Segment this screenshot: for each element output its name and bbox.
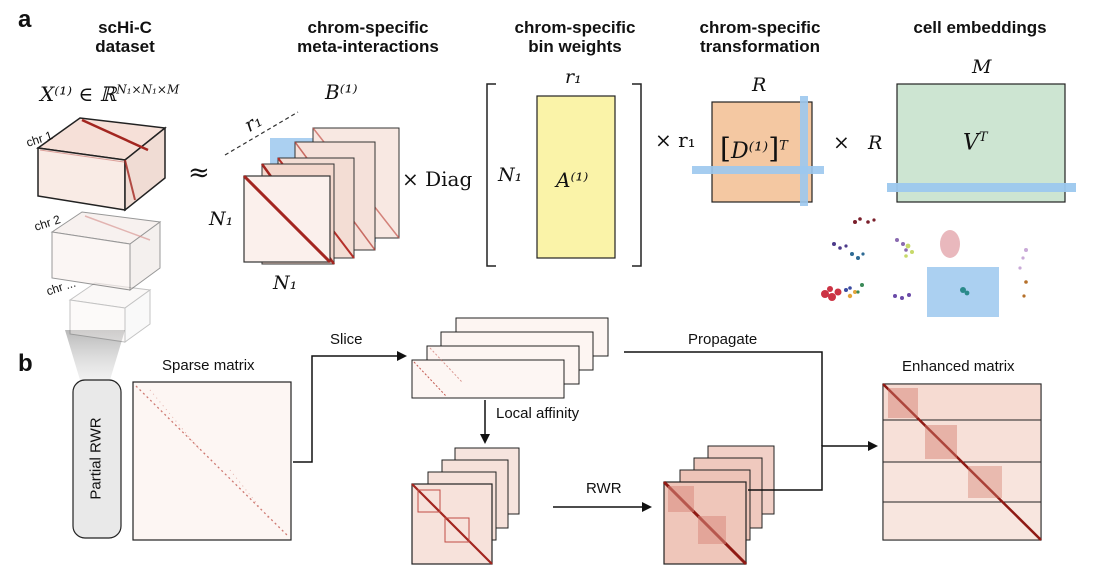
slice-label: Slice — [330, 331, 363, 348]
r1-dashed-line — [224, 111, 299, 156]
D-matrix — [711, 101, 813, 203]
R-label-D: R — [752, 74, 767, 96]
header-meta-line2: meta-interactions — [297, 37, 439, 56]
r1-label-A: r₁ — [565, 66, 582, 88]
enhanced-matrix-label: Enhanced matrix — [902, 358, 1015, 375]
panel-a-letter: a — [18, 6, 32, 33]
header-embeddings: cell embeddings — [880, 18, 1080, 37]
V-label: VT — [963, 130, 988, 155]
tensor-label: X⁽¹⁾ ∈ ℝN₁×N₁×M — [40, 82, 179, 106]
header-dataset-line2: dataset — [95, 37, 155, 56]
meta-interaction-stack — [224, 111, 400, 265]
times-diag: × Diag — [402, 167, 473, 191]
N1-label-bottom: N₁ — [273, 272, 298, 294]
A-label: A⁽¹⁾ — [556, 168, 589, 192]
R-label-V: R — [868, 132, 883, 154]
arrow-propagate — [624, 351, 823, 446]
header-dataset: scHi-C dataset — [70, 18, 180, 56]
M-label: M — [972, 56, 992, 78]
D-bracket-close: ] — [768, 132, 780, 165]
tensor-stack — [36, 117, 167, 380]
rwr-result-stack — [662, 445, 775, 566]
header-transformation: chrom-specific transformation — [685, 18, 835, 56]
affinity-stack — [411, 447, 520, 565]
approx-symbol: ≈ — [188, 158, 210, 188]
partial-rwr-box[interactable] — [72, 379, 122, 539]
N1-label-A: N₁ — [498, 164, 523, 186]
umap-scatter — [821, 217, 1028, 317]
times-r1: × r₁ — [655, 128, 696, 152]
D-bracket-open: [ — [720, 132, 731, 165]
header-transform-line2: transformation — [700, 37, 820, 56]
header-meta-line1: chrom-specific — [307, 18, 429, 37]
rwr-label: RWR — [586, 480, 622, 497]
B-label: B⁽¹⁾ — [325, 80, 358, 104]
enhanced-matrix — [882, 383, 1042, 541]
sparse-matrix-label: Sparse matrix — [162, 357, 255, 374]
header-transform-line1: chrom-specific — [699, 18, 821, 37]
tensor-label-main: X⁽¹⁾ ∈ ℝ — [40, 82, 117, 106]
header-embeddings-line1: cell embeddings — [913, 18, 1047, 37]
D-label-main: D⁽¹⁾ — [730, 139, 769, 164]
funnel-shape — [65, 330, 125, 380]
chr2-slab — [50, 211, 162, 291]
arrow-merge — [748, 441, 878, 491]
propagate-label: Propagate — [688, 331, 758, 348]
A-matrix — [536, 95, 616, 259]
header-bin-weights: chrom-specific bin weights — [500, 18, 650, 56]
slice-stack — [411, 317, 609, 399]
times-symbol: × — [833, 130, 850, 154]
V-matrix — [896, 83, 1066, 203]
A-bracket — [486, 83, 642, 267]
partial-rwr-label: Partial RWR — [87, 417, 105, 500]
V-label-main: V — [963, 130, 979, 156]
chr1-slab — [36, 117, 167, 212]
D-highlight-horizontal — [692, 166, 824, 174]
panel-b-letter: b — [18, 350, 33, 377]
header-meta-interactions: chrom-specific meta-interactions — [288, 18, 448, 56]
local-affinity-label: Local affinity — [496, 405, 580, 422]
header-binweights-line2: bin weights — [528, 37, 622, 56]
header-dataset-line1: scHi-C — [98, 18, 152, 37]
sparse-matrix — [132, 381, 292, 541]
chr-dots-slab — [68, 282, 152, 343]
umap-cluster-pink — [940, 230, 960, 258]
V-highlight — [887, 183, 1076, 192]
V-label-sup: T — [978, 130, 988, 145]
N1-label-left: N₁ — [209, 208, 234, 230]
arrow-slice — [293, 351, 407, 463]
D-label-sup: T — [779, 138, 788, 154]
tensor-label-sup: N₁×N₁×M — [116, 82, 180, 97]
header-binweights-line1: chrom-specific — [514, 18, 636, 37]
D-highlight-vertical — [800, 96, 808, 206]
D-label: [D⁽¹⁾]T — [720, 132, 788, 165]
